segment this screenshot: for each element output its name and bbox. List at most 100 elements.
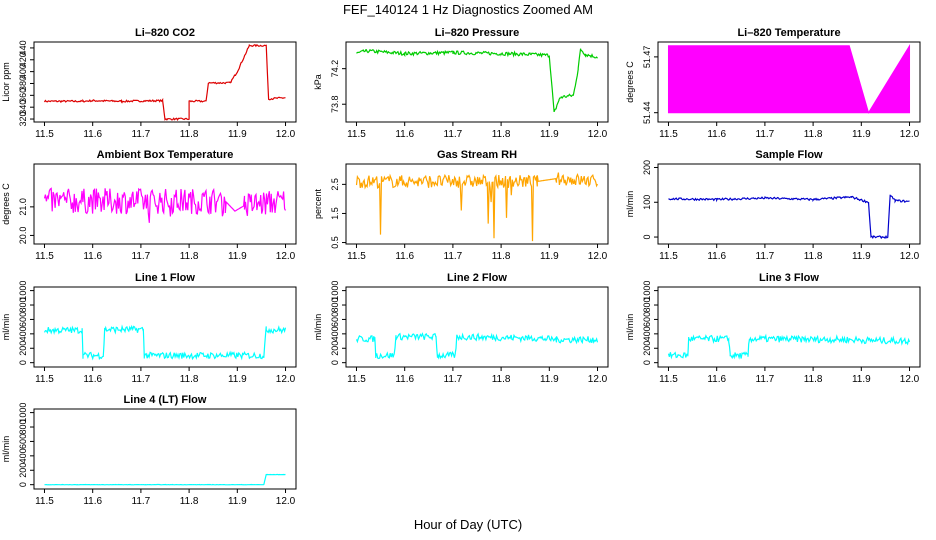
x-tick-label: 11.7 bbox=[444, 129, 463, 140]
panel-ylabel: kPa bbox=[313, 74, 323, 90]
series-line bbox=[43, 43, 286, 122]
panel-3: Li–820 Temperature degrees C 11.5 11.6 11.7 1… bbox=[625, 27, 921, 140]
y-tick-label: 360 bbox=[18, 88, 28, 103]
panel-6: Sample Flow ml/min 11.5 11.6 11.7 11.8 11.9 12.… bbox=[625, 149, 921, 262]
panel-ylabel: percent bbox=[313, 188, 323, 219]
x-tick-label: 11.7 bbox=[132, 129, 151, 140]
x-tick-label: 11.9 bbox=[228, 129, 247, 140]
x-tick-label: 11.6 bbox=[83, 374, 102, 385]
panel-frame bbox=[657, 163, 921, 245]
x-tick-label: 11.7 bbox=[756, 374, 775, 385]
x-tick-label: 11.9 bbox=[540, 251, 559, 262]
panel-title: Li–820 CO2 bbox=[135, 27, 195, 39]
y-tick-label: 800 bbox=[330, 298, 340, 313]
x-tick-label: 11.8 bbox=[180, 251, 199, 262]
y-tick-label: 2.5 bbox=[330, 178, 340, 191]
series-line bbox=[355, 332, 599, 360]
x-tick-label: 11.6 bbox=[395, 251, 414, 262]
x-tick-label: 11.9 bbox=[228, 374, 247, 385]
x-tick-label: 11.5 bbox=[347, 251, 366, 262]
y-tick-label: 800 bbox=[18, 298, 28, 313]
x-tick-label: 11.5 bbox=[35, 129, 54, 140]
figure-xlabel: Hour of Day (UTC) bbox=[413, 517, 523, 532]
y-tick-label: 0.5 bbox=[330, 236, 340, 249]
x-tick-label: 11.5 bbox=[35, 496, 54, 507]
y-tick-label: 400 bbox=[18, 326, 28, 341]
x-tick-label: 11.6 bbox=[83, 496, 102, 507]
panel-7: Line 1 Flow ml/min 11.5 11.6 11.7 11.8 11.9 12.… bbox=[1, 272, 297, 385]
panel-8: Line 2 Flow ml/min 11.5 11.6 11.7 11.8 11.9 12.… bbox=[313, 272, 609, 385]
x-tick-label: 11.5 bbox=[347, 374, 366, 385]
x-tick-label: 12.0 bbox=[276, 251, 296, 262]
panel-frame bbox=[345, 41, 609, 123]
x-tick-label: 12.0 bbox=[900, 129, 920, 140]
y-tick-label: 200 bbox=[330, 341, 340, 356]
x-tick-label: 11.6 bbox=[395, 374, 414, 385]
panel-title: Ambient Box Temperature bbox=[97, 149, 234, 161]
y-tick-label: 74.2 bbox=[330, 60, 340, 78]
x-tick-label: 12.0 bbox=[276, 129, 296, 140]
x-tick-label: 11.5 bbox=[347, 129, 366, 140]
panel-title: Line 2 Flow bbox=[447, 272, 507, 284]
x-tick-label: 11.8 bbox=[804, 374, 823, 385]
y-tick-label: 0 bbox=[330, 360, 340, 365]
x-tick-label: 11.9 bbox=[852, 374, 871, 385]
x-tick-label: 11.8 bbox=[492, 374, 511, 385]
panel-title: Sample Flow bbox=[755, 149, 823, 161]
y-tick-label: 380 bbox=[18, 76, 28, 91]
panel-ylabel: degrees C bbox=[1, 183, 11, 225]
x-tick-label: 11.8 bbox=[804, 129, 823, 140]
series-line bbox=[355, 172, 599, 242]
x-tick-label: 11.9 bbox=[852, 251, 871, 262]
x-tick-label: 11.8 bbox=[180, 129, 199, 140]
x-tick-label: 11.5 bbox=[659, 251, 678, 262]
panel-frame bbox=[33, 41, 297, 123]
series-line bbox=[668, 194, 910, 240]
y-tick-label: 400 bbox=[18, 64, 28, 79]
y-tick-label: 1000 bbox=[642, 281, 652, 301]
series-line bbox=[667, 333, 911, 360]
series-line bbox=[43, 324, 287, 361]
x-tick-label: 11.8 bbox=[804, 251, 823, 262]
y-tick-label: 600 bbox=[330, 312, 340, 327]
series-line bbox=[356, 48, 598, 113]
x-tick-label: 11.9 bbox=[852, 129, 871, 140]
x-tick-label: 11.9 bbox=[540, 129, 559, 140]
series-line bbox=[44, 473, 286, 486]
x-tick-label: 11.8 bbox=[492, 129, 511, 140]
panel-title: Li–820 Temperature bbox=[737, 27, 840, 39]
y-tick-label: 73.8 bbox=[330, 95, 340, 113]
panel-title: Line 3 Flow bbox=[759, 272, 819, 284]
x-tick-label: 11.7 bbox=[756, 129, 775, 140]
series-area bbox=[667, 43, 911, 114]
panel-frame bbox=[33, 408, 297, 490]
y-tick-label: 400 bbox=[642, 326, 652, 341]
y-tick-label: 20.0 bbox=[18, 227, 28, 245]
panel-ylabel: ml/min bbox=[625, 191, 635, 218]
y-tick-label: 1000 bbox=[18, 281, 28, 301]
panel-ylabel: ml/min bbox=[1, 314, 11, 341]
y-tick-label: 100 bbox=[642, 195, 652, 210]
panel-title: Gas Stream RH bbox=[437, 149, 517, 161]
y-tick-label: 200 bbox=[642, 160, 652, 175]
panel-1: Li–820 CO2 Licor ppm 11.5 11.6 11.7 11.8 11.9 1… bbox=[1, 27, 297, 140]
x-tick-label: 12.0 bbox=[276, 374, 296, 385]
x-tick-label: 11.8 bbox=[180, 374, 199, 385]
panel-9: Line 3 Flow ml/min 11.5 11.6 11.7 11.8 11.9 12.… bbox=[625, 272, 921, 385]
x-tick-label: 11.9 bbox=[228, 251, 247, 262]
panel-frame bbox=[33, 286, 297, 368]
x-tick-label: 11.7 bbox=[444, 251, 463, 262]
y-tick-label: 1000 bbox=[330, 281, 340, 301]
x-tick-label: 11.7 bbox=[132, 374, 151, 385]
y-tick-label: 400 bbox=[330, 326, 340, 341]
x-tick-label: 12.0 bbox=[900, 374, 920, 385]
y-tick-label: 1.5 bbox=[330, 207, 340, 220]
x-tick-label: 11.9 bbox=[228, 496, 247, 507]
x-tick-label: 11.5 bbox=[659, 374, 678, 385]
panel-ylabel: ml/min bbox=[313, 314, 323, 341]
x-tick-label: 12.0 bbox=[588, 251, 608, 262]
x-tick-label: 11.5 bbox=[659, 129, 678, 140]
x-tick-label: 11.5 bbox=[35, 251, 54, 262]
x-tick-label: 11.7 bbox=[756, 251, 775, 262]
x-tick-label: 11.5 bbox=[35, 374, 54, 385]
